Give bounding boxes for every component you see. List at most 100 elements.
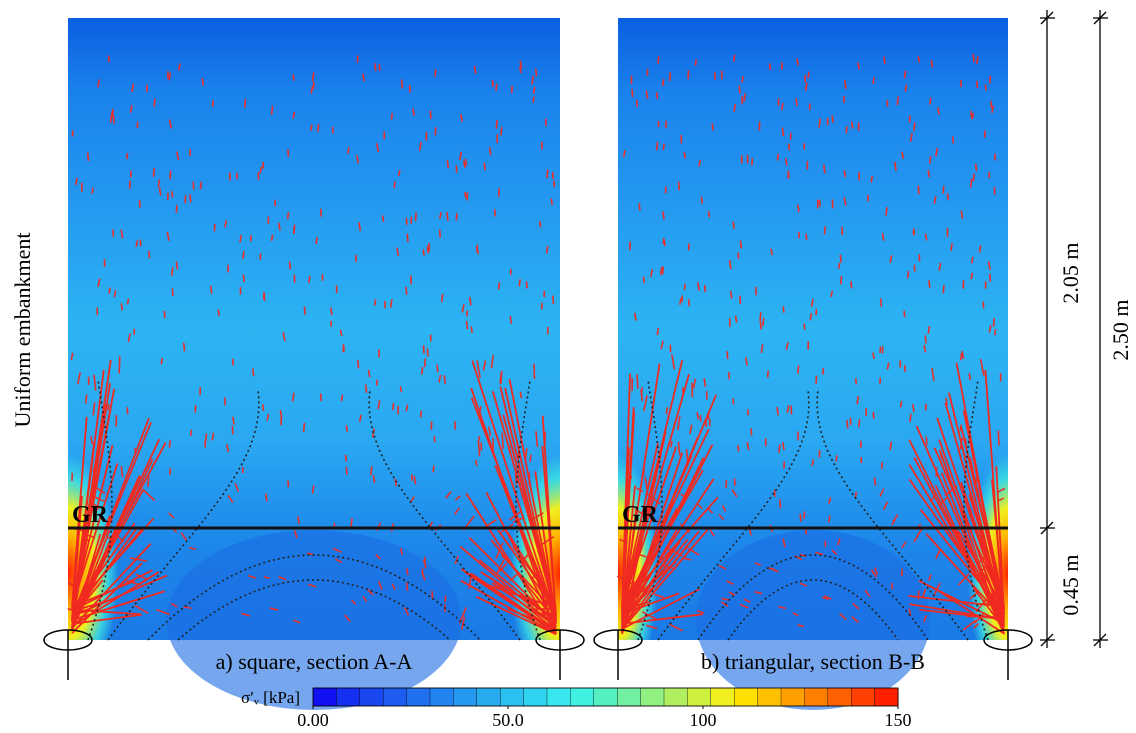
- stress-dash: [153, 168, 154, 177]
- stress-dash: [479, 442, 480, 456]
- stress-dash: [972, 257, 973, 264]
- colorbar-segment: [734, 688, 758, 706]
- stress-dash: [884, 57, 885, 64]
- stress-dash: [437, 365, 438, 373]
- stress-dash: [985, 131, 986, 138]
- stress-dash: [780, 499, 781, 508]
- stress-dash: [657, 142, 658, 151]
- colorbar-segment: [594, 688, 618, 706]
- stress-dash: [847, 420, 848, 428]
- stress-dash: [928, 170, 929, 177]
- stress-dash: [852, 122, 853, 129]
- stress-dash: [925, 335, 926, 343]
- stress-dash: [658, 56, 659, 63]
- panels: GR a) square, section A-A GRb) triangular,…: [44, 18, 1032, 710]
- stress-dash: [844, 170, 845, 177]
- stress-dash: [447, 160, 448, 168]
- stress-dash: [756, 287, 757, 295]
- colorbar-segment: [664, 688, 688, 706]
- figure: GR a) square, section A-A GRb) triangular,…: [0, 0, 1136, 733]
- stress-dash: [499, 282, 500, 289]
- stress-dash: [824, 165, 825, 174]
- stress-dash: [495, 209, 496, 216]
- stress-dash: [806, 83, 807, 91]
- dimension-lines: [1040, 10, 1108, 648]
- stress-dash: [395, 479, 396, 486]
- stress-dash: [205, 434, 206, 443]
- stress-dash: [272, 106, 273, 115]
- stress-dash: [366, 385, 367, 393]
- stress-dash: [808, 72, 809, 79]
- stress-dash: [551, 198, 552, 204]
- stress-dash: [88, 153, 89, 161]
- stress-dash: [763, 318, 764, 326]
- stress-dash: [245, 99, 246, 108]
- stress-dash: [190, 194, 191, 202]
- stress-dash: [170, 468, 171, 475]
- stress-dash: [476, 460, 477, 466]
- stress-dash: [779, 444, 780, 452]
- stress-dash: [435, 69, 436, 77]
- stress-dash: [777, 154, 778, 161]
- stress-dash: [429, 243, 430, 251]
- stress-dash: [391, 113, 392, 119]
- stress-dash: [290, 262, 291, 270]
- stress-dash: [264, 293, 265, 301]
- stress-dash: [520, 66, 521, 73]
- stress-dash: [800, 514, 801, 522]
- stress-dash: [520, 392, 521, 398]
- layer-label: GR: [622, 502, 659, 528]
- stress-dash: [926, 436, 927, 445]
- stress-dash: [484, 163, 485, 171]
- stress-dash: [832, 115, 833, 122]
- stress-dash: [119, 356, 120, 373]
- stress-dash: [154, 99, 155, 107]
- colorbar-segment: [313, 688, 337, 706]
- stress-dash: [548, 327, 549, 335]
- stress-dash: [218, 309, 219, 316]
- stress-dash: [994, 318, 995, 327]
- stress-dash: [169, 440, 170, 447]
- side-label: Uniform embankment: [10, 233, 35, 428]
- stress-dash: [108, 404, 109, 410]
- stress-dash: [243, 275, 244, 283]
- stress-dash: [953, 136, 954, 143]
- stress-dash: [973, 174, 974, 182]
- stress-dash: [886, 207, 887, 215]
- colorbar-segment: [828, 688, 852, 706]
- panel-caption: a) square, section A-A: [216, 649, 413, 674]
- stress-dash: [679, 181, 680, 190]
- stress-dash: [351, 518, 352, 526]
- stress-dash: [128, 299, 129, 305]
- stress-dash: [904, 71, 905, 79]
- stress-dash: [890, 442, 891, 450]
- stress-dash: [731, 291, 732, 298]
- stress-dash: [684, 284, 685, 290]
- stress-dash: [951, 243, 952, 251]
- stress-dash: [172, 191, 173, 197]
- stress-dash: [375, 63, 376, 71]
- stress-dash: [202, 78, 203, 85]
- stress-dash: [407, 568, 408, 575]
- contour-panel: GRb) triangular, section B-B: [594, 18, 1032, 710]
- stress-dash: [930, 98, 931, 105]
- stress-dash: [534, 364, 535, 379]
- stress-dash: [536, 69, 537, 77]
- colorbar-tick-label: 50.0: [492, 710, 524, 730]
- stress-dash: [413, 108, 414, 115]
- stress-dash: [442, 294, 443, 302]
- stress-dash: [637, 100, 638, 107]
- colorbar-segment: [547, 688, 571, 706]
- stress-dash: [663, 144, 664, 150]
- stress-dash: [309, 276, 310, 283]
- stress-dash: [444, 375, 445, 384]
- stress-dash: [819, 200, 820, 207]
- stress-dash: [846, 126, 847, 133]
- stress-dash: [490, 147, 491, 155]
- stress-dash: [734, 55, 735, 62]
- colorbar-segment: [641, 688, 665, 706]
- stress-dash: [435, 127, 436, 135]
- stress-dash: [331, 308, 332, 316]
- stress-dash: [985, 84, 986, 90]
- stress-dash: [666, 407, 667, 414]
